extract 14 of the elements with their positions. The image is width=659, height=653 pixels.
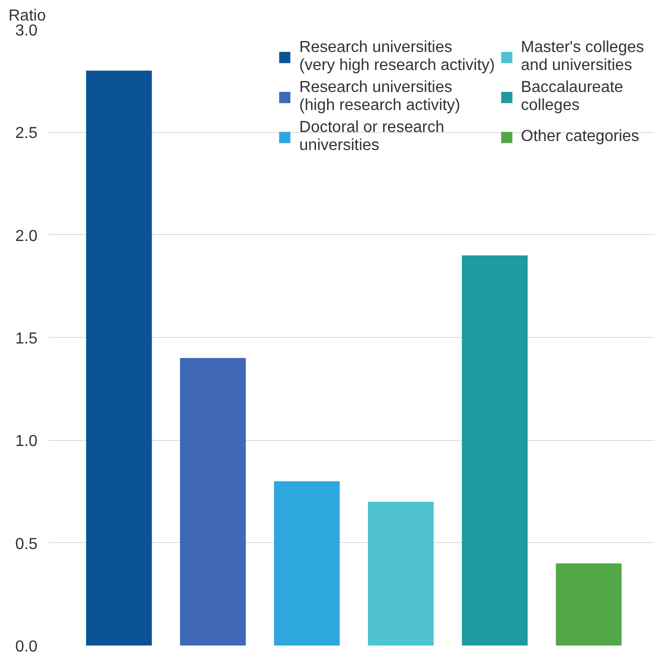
y-tick-label: 1.0 bbox=[15, 433, 38, 450]
y-axis-title: Ratio bbox=[8, 8, 46, 24]
y-tick-label: 2.5 bbox=[15, 125, 38, 142]
y-tick-label: 0.0 bbox=[15, 638, 38, 653]
legend-label: Research universities (very high research activity) bbox=[299, 39, 495, 75]
legend-label: Master's colleges and universities bbox=[520, 39, 644, 75]
y-tick-label: 1.5 bbox=[15, 330, 38, 348]
y-tick-label: 2.0 bbox=[15, 228, 38, 245]
y-tick-label: 0.5 bbox=[15, 536, 38, 553]
legend-label: Doctoral or research universities bbox=[299, 119, 444, 155]
legend-label: Other categories bbox=[520, 127, 640, 147]
y-tick-label: 3.0 bbox=[15, 22, 38, 40]
legend-label: Baccalaureate colleges bbox=[520, 79, 624, 115]
legend-label: Research universities (high research activity) bbox=[299, 79, 460, 115]
